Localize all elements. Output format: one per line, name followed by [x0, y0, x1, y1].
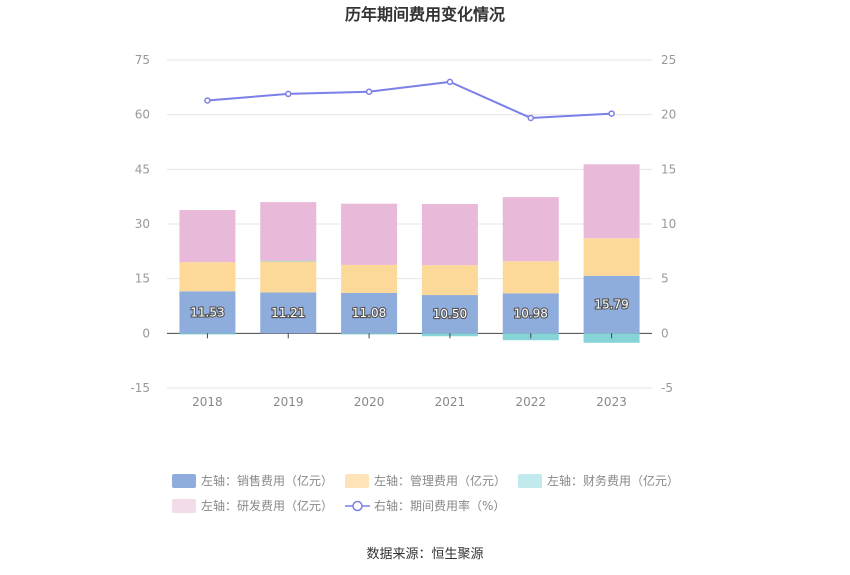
x-axis: 2018 2019 2020 2021 2022 2023: [192, 333, 627, 409]
bar--2022: [502, 293, 559, 334]
x-tick-label: 2023: [596, 395, 627, 409]
chart-title: 历年期间费用变化情况: [345, 5, 505, 24]
source-note: 数据来源：恒生聚源: [366, 547, 483, 562]
bar--2020: [341, 264, 398, 293]
line-point: [527, 114, 534, 122]
bar-value-label: 10.50: [433, 307, 467, 321]
bar--2022: [502, 261, 559, 294]
right-tick-label: 10: [661, 217, 676, 231]
legend: 左轴：销售费用（亿元） 左轴：管理费用（亿元） 左轴：财务费用（亿元） 左轴：研发费用…: [172, 473, 679, 513]
x-tick-label: 2022: [515, 395, 546, 409]
bar--2021: [421, 295, 478, 334]
bar-value-label: 10.98: [514, 306, 548, 320]
right-tick-label: 25: [661, 53, 676, 67]
legend-label: 左轴：研发费用（亿元）: [201, 498, 333, 513]
bar-value-label: 15.79: [594, 298, 628, 312]
legend-label: 左轴：销售费用（亿元）: [201, 473, 333, 488]
bar--2021: [421, 265, 478, 296]
legend-swatch: [518, 474, 542, 488]
bar--2018: [179, 291, 236, 334]
left-tick-label: 60: [135, 108, 150, 122]
left-tick-label: -15: [130, 381, 150, 395]
x-tick-label: 2020: [354, 395, 385, 409]
bar-series: [179, 164, 640, 343]
line-point: [446, 78, 454, 86]
left-tick-label: 15: [135, 272, 150, 286]
bar--2022: [502, 197, 559, 262]
bar--2023: [583, 164, 640, 239]
line-point: [608, 110, 615, 117]
bar--2019: [260, 261, 317, 293]
x-tick-label: 2019: [273, 395, 304, 409]
bar--2021: [421, 203, 478, 266]
left-tick-label: 0: [142, 326, 150, 340]
bar--2019: [260, 202, 317, 261]
line-point: [285, 90, 292, 98]
left-tick-label: 45: [135, 162, 150, 176]
bar--2018: [179, 262, 236, 292]
legend-swatch: [345, 474, 369, 488]
bar-value-label: 11.53: [190, 305, 224, 319]
right-axis: -5 0 5 10 15 20 25: [661, 53, 676, 395]
bar-labels: 11.53 11.21 11.08 10.50 10.98 15.79: [189, 296, 630, 322]
bar--2023: [583, 275, 640, 334]
line-point: [365, 88, 373, 95]
legend-swatch: [172, 474, 196, 488]
line-point: [204, 97, 211, 104]
bar--2019: [260, 292, 317, 334]
right-tick-label: 0: [661, 326, 669, 340]
bar-value-label: 11.08: [352, 306, 386, 320]
legend-label: 右轴：期间费用率（%）: [374, 498, 505, 513]
legend-swatch: [172, 499, 196, 513]
legend-label: 左轴：管理费用（亿元）: [374, 473, 506, 488]
bar-value-label: 11.21: [271, 306, 305, 320]
right-tick-label: 15: [661, 162, 676, 176]
bar--2020: [341, 203, 398, 265]
left-tick-label: 30: [135, 217, 150, 231]
bar--2018: [179, 210, 236, 263]
left-tick-label: 75: [135, 53, 150, 67]
x-tick-label: 2018: [192, 395, 223, 409]
right-tick-label: 5: [661, 272, 669, 286]
bar--2023: [583, 238, 640, 276]
x-tick-label: 2021: [435, 395, 466, 409]
left-axis: -15 0 15 30 45 60 75: [130, 53, 150, 395]
legend-line-marker: [352, 500, 363, 512]
line-path: [207, 80, 612, 119]
bar--2020: [341, 292, 398, 334]
line-series: [204, 78, 615, 122]
right-tick-label: -5: [661, 381, 673, 395]
legend-label: 左轴：财务费用（亿元）: [547, 473, 679, 488]
right-tick-label: 20: [661, 108, 676, 122]
bar--2019: [260, 260, 317, 262]
gridlines: [167, 59, 652, 389]
